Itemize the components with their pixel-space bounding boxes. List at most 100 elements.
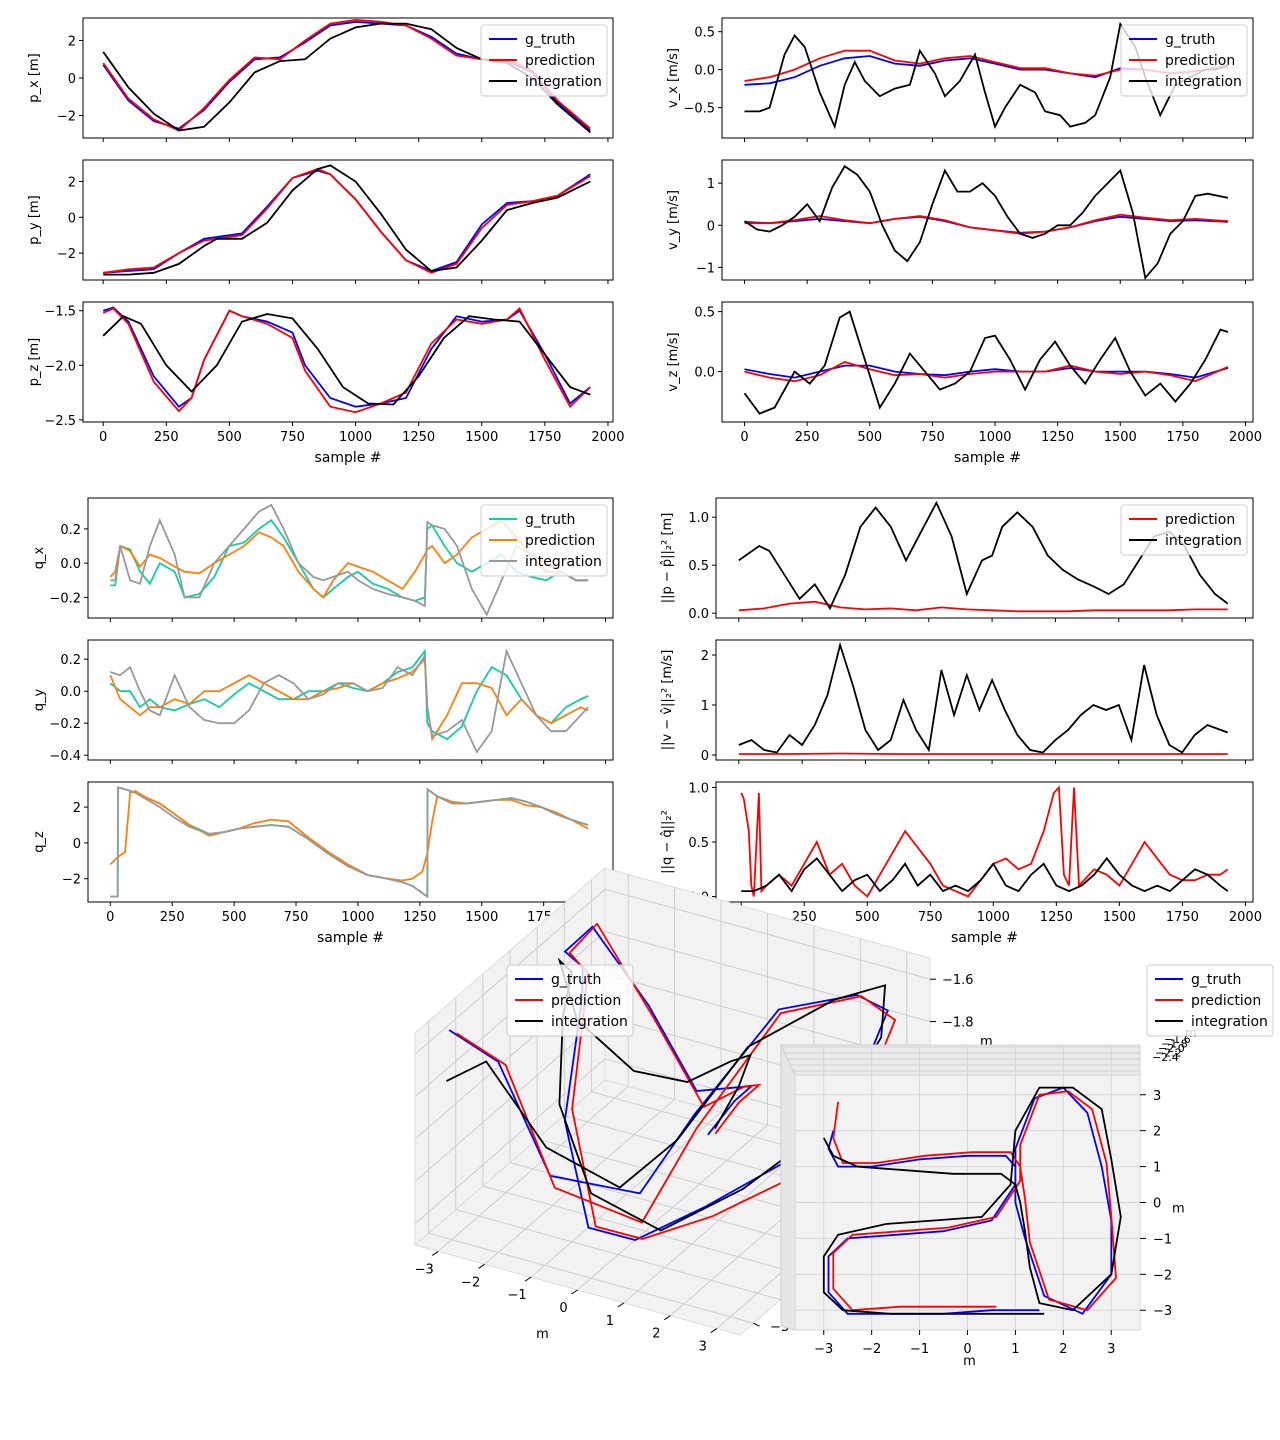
plot-frame	[715, 497, 1254, 619]
grid-line	[414, 888, 931, 1055]
series-line-prediction	[740, 785, 1229, 898]
x-tick-label: 1500	[465, 910, 498, 925]
x-axis-label: sample #	[951, 930, 1018, 946]
series-line-prediction	[102, 307, 591, 414]
series-line-integration	[741, 856, 1229, 893]
chart-verr: 0 1 2 ||v − v̂||₂² [m/s]	[660, 639, 1254, 764]
chart-qx: −0.2 0.0 0.2 q_x g_truth prediction integratio…	[32, 497, 614, 622]
y-tick-label: −1	[1153, 1232, 1172, 1247]
chart-vy: −1 0 1 v_y [m/s]	[666, 159, 1254, 284]
chart-vz: 0.0 0.5 0 250 500 750 1000 1250 1500 1750 2000 samp…	[666, 301, 1262, 466]
series-line-integration	[102, 313, 591, 406]
y-tick-label: 1	[701, 699, 709, 714]
x-tick-label: 2	[652, 1327, 660, 1342]
y-tick-label: 0.5	[694, 306, 715, 321]
series-line-g_truth	[448, 925, 889, 1241]
x-tick-label: 0	[559, 1301, 567, 1316]
x-tick-label: −3	[415, 1262, 434, 1277]
y-tick-label: 0.0	[694, 64, 715, 79]
x-tick-label: −1	[507, 1288, 526, 1303]
plot-frame	[721, 17, 1254, 139]
x-tick-label: 1750	[1166, 430, 1199, 445]
x-axis-label: m	[963, 1354, 976, 1369]
y-axis-label: q_x	[32, 546, 47, 569]
series-line-g_truth	[102, 306, 591, 408]
y-tick-label: 2	[73, 801, 81, 816]
z-tick-label: −1.8	[1161, 1038, 1188, 1051]
legend-box	[1120, 24, 1248, 97]
legend-label-prediction: prediction	[1191, 993, 1261, 1009]
legend-label-integration: integration	[525, 74, 602, 90]
x-tick-label: 1000	[339, 430, 372, 445]
x-tick	[617, 1302, 625, 1308]
y-tick-label: 0	[701, 749, 709, 764]
y-tick-label: 0.0	[60, 557, 81, 572]
legend-label-g_truth: g_truth	[525, 512, 575, 528]
x-tick-label: 1250	[402, 430, 435, 445]
x-tick-label: 1250	[403, 910, 436, 925]
x-tick-label: 0	[106, 910, 114, 925]
y-tick-label: 1.0	[688, 511, 709, 526]
plot-frame	[87, 781, 614, 903]
x-tick-label: 1500	[1104, 430, 1137, 445]
chart-perr: 0.0 0.5 1.0 ||p − p̂||₂² [m] prediction integ…	[660, 497, 1254, 622]
y-tick-label: 0.5	[694, 26, 715, 41]
y-axis-label: ||v − v̂||₂² [m/s]	[660, 650, 675, 751]
x-tick-label: 1500	[465, 430, 498, 445]
x-tick-label: 1000	[977, 910, 1010, 925]
series-line-g_truth	[827, 1086, 1113, 1315]
y-tick-label: 2	[701, 649, 709, 664]
series-line-integration	[103, 164, 591, 276]
z-tick-label: −1.6	[942, 973, 974, 988]
y-tick-label: −0.2	[49, 591, 81, 606]
legend-box	[506, 964, 634, 1037]
x-tick	[710, 1328, 718, 1333]
grid-line	[577, 913, 768, 1291]
legend-label-integration: integration	[551, 1014, 628, 1030]
chart-qerr: 0.00.51.0025050075010001250150017502000s…	[660, 781, 1262, 946]
y-tick-label: 0	[73, 837, 81, 852]
x-tick-label: 2000	[1229, 430, 1262, 445]
x-tick-label: 2	[1059, 1342, 1067, 1357]
x-tick	[431, 1251, 439, 1256]
x-tick-label: 1750	[528, 430, 561, 445]
x-tick-label: 500	[217, 430, 242, 445]
y-tick-label: 2	[68, 175, 76, 190]
x-tick	[571, 1289, 578, 1295]
x-tick-label: 500	[855, 910, 880, 925]
legend: g_truth prediction integration	[1146, 964, 1274, 1037]
series-line-prediction	[744, 361, 1229, 383]
chart-px: −2 0 2 p_x [m] g_truth prediction integration	[27, 17, 614, 142]
y-tick-label: −2	[62, 873, 81, 888]
y-tick-label: −0.4	[49, 749, 81, 764]
chart-pz: −2.5 −2.0 −1.5 0 250 500 750 1000 1250 1500 1750 20…	[27, 301, 624, 466]
y-axis-label: q_z	[32, 831, 47, 853]
series-line-integration	[110, 786, 589, 899]
y-tick-label: 0.2	[60, 653, 81, 668]
series-line-prediction	[455, 922, 897, 1240]
y-tick-label: 1	[707, 177, 715, 192]
legend: g_truth prediction integration	[506, 964, 634, 1037]
y-tick-label: 0.2	[60, 523, 81, 538]
y-tick-label: 0.0	[694, 366, 715, 381]
series-line-integration	[446, 957, 887, 1232]
series-line-g_truth	[103, 169, 591, 274]
legend-label-prediction: prediction	[1165, 512, 1235, 528]
x-tick-label: 3	[699, 1340, 707, 1355]
y-tick-label: 0.0	[688, 607, 709, 622]
y-tick-label: 0.5	[688, 559, 709, 574]
series-line-prediction	[738, 600, 1228, 613]
y-axis-label: v_y [m/s]	[666, 190, 681, 250]
x-axis-label: sample #	[317, 930, 384, 946]
y-tick	[753, 1322, 760, 1327]
side-pane	[780, 1044, 796, 1331]
y-tick-label: 0	[707, 219, 715, 234]
z-tick-label: −2.2	[1155, 1047, 1182, 1060]
legend-box	[480, 24, 608, 97]
legend: g_truth prediction integration	[1120, 24, 1248, 97]
legend: g_truth prediction integration	[480, 504, 608, 577]
y-tick-label: 0.5	[688, 836, 709, 851]
x-tick-label: 750	[920, 430, 945, 445]
x-tick-label: 1250	[1040, 910, 1073, 925]
x-tick-label: 250	[154, 430, 179, 445]
